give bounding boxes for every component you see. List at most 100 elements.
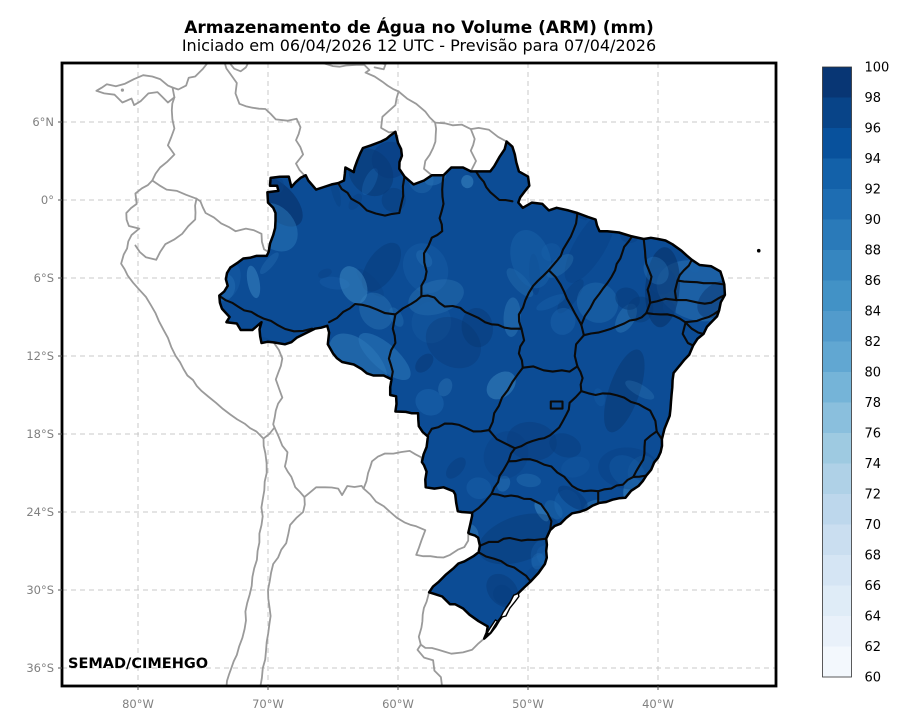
country-border-line <box>223 63 306 177</box>
colorbar-tick-label: 70 <box>865 518 882 533</box>
state-border-line <box>478 536 548 547</box>
texture-patch <box>219 467 242 507</box>
texture-patch <box>237 517 256 536</box>
lat-tick-label: 6°N <box>32 115 54 129</box>
state-border-line <box>675 293 726 305</box>
colorbar-tick-label: 92 <box>865 183 882 198</box>
texture-patch <box>192 361 214 376</box>
country-border-line <box>151 179 198 200</box>
colorbar-swatch <box>822 372 852 403</box>
texture-patch <box>219 413 226 437</box>
colorbar-outline <box>822 66 852 678</box>
state-border-line <box>471 492 493 514</box>
brazil-region-fill <box>219 131 725 639</box>
country-border-line <box>171 63 209 91</box>
texture-patch <box>415 389 444 416</box>
texture-patch <box>347 514 358 530</box>
texture-patch <box>339 266 368 304</box>
texture-patch <box>643 256 669 285</box>
state-border-line <box>676 258 693 282</box>
colorbar-swatch <box>822 67 852 98</box>
state-border-line <box>507 447 517 463</box>
state-border-line <box>645 312 687 324</box>
texture-patch <box>564 144 593 160</box>
fernando-de-noronha-dot <box>756 248 761 253</box>
state-border-line <box>632 430 658 478</box>
texture-patch <box>721 238 725 270</box>
country-border-line <box>416 643 443 686</box>
texture-patch <box>645 247 680 328</box>
texture-patch <box>510 229 552 289</box>
state-border-line <box>420 294 523 330</box>
colorbar-tick-label: 66 <box>865 579 882 594</box>
country-border-line <box>95 74 176 106</box>
country-border-line <box>303 485 365 498</box>
lat-tick-label: 24°S <box>26 505 54 519</box>
texture-patch <box>438 378 453 397</box>
texture-patch <box>311 468 326 483</box>
country-border-line <box>228 63 250 73</box>
state-border-line <box>597 475 635 493</box>
state-border-line <box>420 174 445 298</box>
texture-patch <box>549 169 585 198</box>
state-border-line <box>490 460 510 495</box>
texture-patch <box>415 353 434 373</box>
texture-patch <box>650 152 687 180</box>
state-border-line <box>580 235 634 326</box>
texture-patch <box>370 603 396 629</box>
texture-patch <box>461 307 494 348</box>
lon-tick-label: 40°W <box>642 697 674 711</box>
colorbar-tick-label: 64 <box>865 610 882 625</box>
lat-tick-label: 36°S <box>26 661 54 675</box>
texture-patch <box>752 550 784 584</box>
state-border-line <box>582 312 648 337</box>
state-border-line <box>521 365 579 373</box>
state-border-line <box>580 323 585 337</box>
texture-patch <box>625 380 655 400</box>
texture-patch <box>529 253 541 296</box>
colorbar-swatch <box>822 158 852 190</box>
texture-patch <box>568 602 607 639</box>
texture-patch <box>660 470 672 482</box>
colorbar-swatch <box>822 646 852 678</box>
lon-tick-label: 80°W <box>122 697 154 711</box>
colorbar-tick-label: 62 <box>865 640 882 655</box>
state-border-line <box>681 322 695 347</box>
colorbar-swatch <box>822 524 852 556</box>
country-border-line <box>273 426 306 498</box>
state-border-line <box>684 309 721 324</box>
texture-patch <box>699 604 725 636</box>
colorbar-swatch <box>822 311 852 342</box>
state-border-line <box>218 295 314 333</box>
texture-patch <box>648 267 676 295</box>
colorbar-swatch <box>822 97 852 129</box>
texture-patch <box>359 292 394 330</box>
texture-patch <box>731 162 766 196</box>
country-border-line <box>195 197 270 253</box>
texture-patch <box>545 622 567 639</box>
state-border-line <box>490 492 553 532</box>
texture-patch <box>411 301 452 344</box>
state-border-line <box>517 327 526 369</box>
state-border-line <box>547 211 579 272</box>
state-border-line <box>474 170 514 203</box>
texture-patch <box>506 268 534 298</box>
state-border-line <box>487 429 517 450</box>
texture-patch <box>318 268 332 279</box>
texture-patch <box>340 424 360 443</box>
texture-patch <box>478 513 560 565</box>
lat-tick-label: 12°S <box>26 349 54 363</box>
texture-patch <box>388 307 404 327</box>
state-border-line <box>642 237 653 304</box>
state-border-line <box>328 295 423 324</box>
texture-patch <box>219 627 238 639</box>
texture-patch <box>246 265 261 299</box>
plot-area <box>62 63 784 686</box>
texture-patch <box>702 558 725 576</box>
texture-patch <box>384 545 417 579</box>
texture-patch <box>531 553 545 570</box>
texture-patch <box>561 456 590 478</box>
texture-patch <box>660 582 677 600</box>
texture-patch <box>743 316 759 344</box>
texture-patch <box>704 584 725 639</box>
